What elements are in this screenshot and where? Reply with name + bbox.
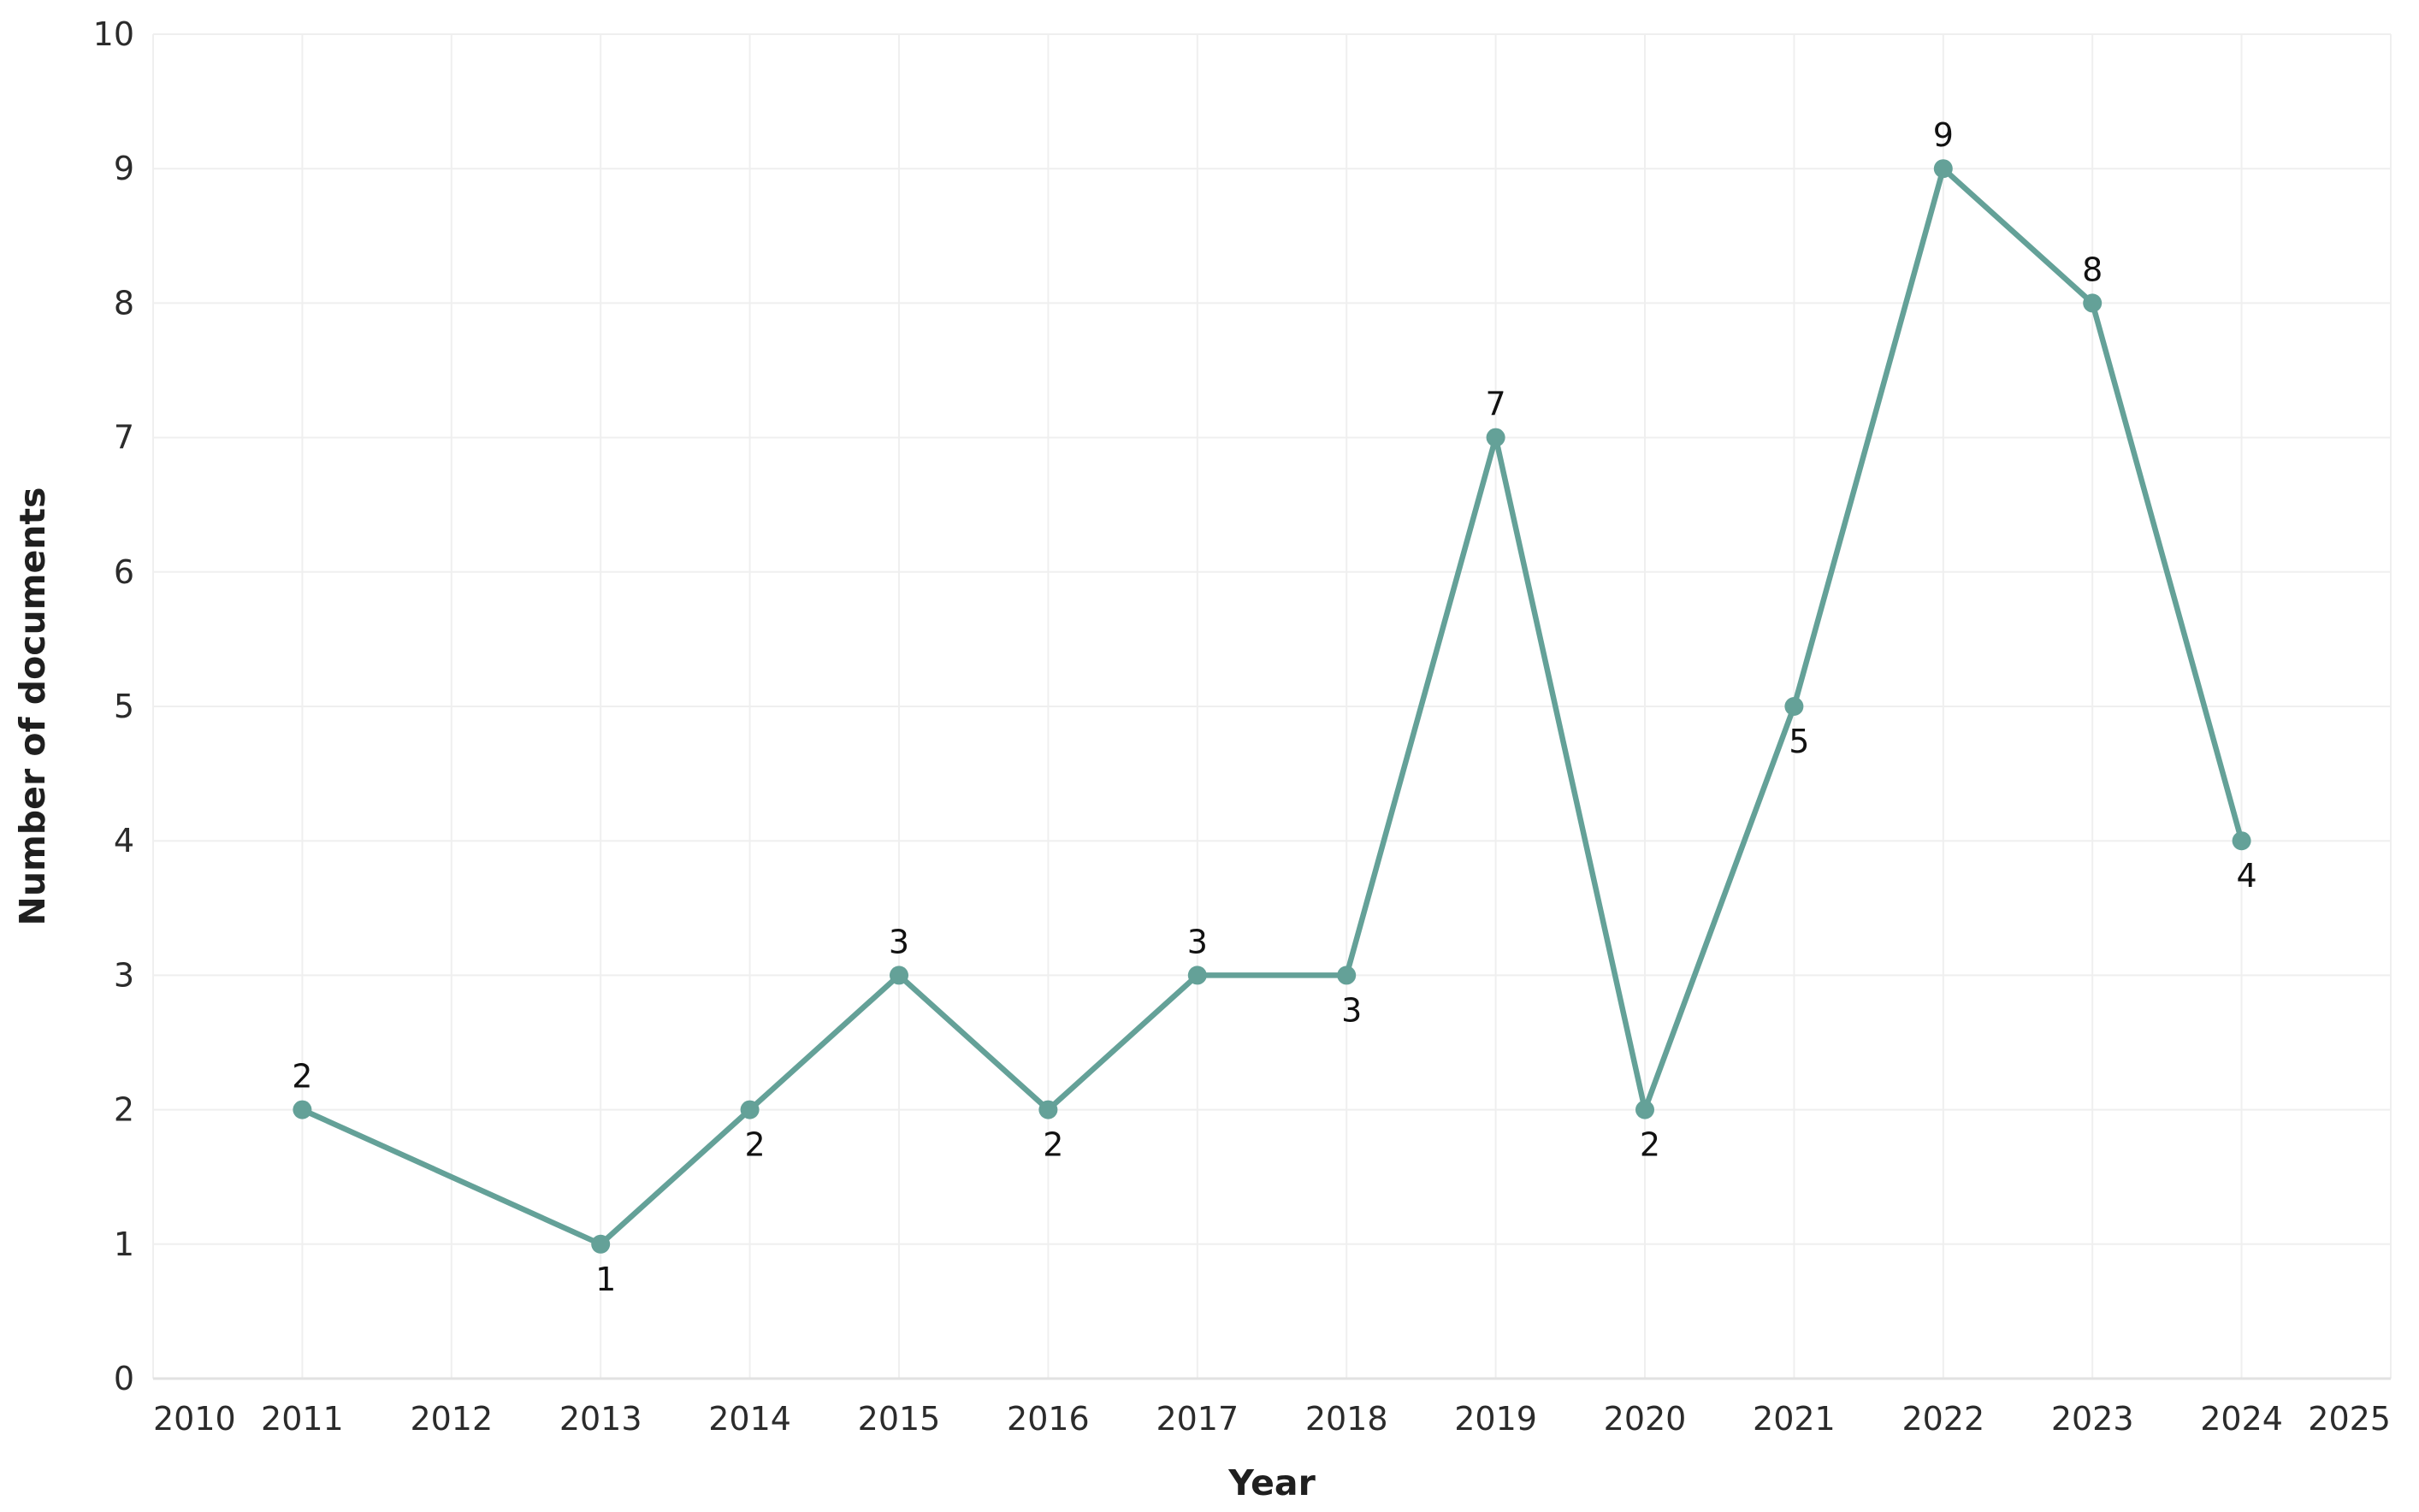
- y-axis-title: Number of documents: [12, 487, 53, 926]
- data-point-label-2019: 7: [1486, 386, 1506, 423]
- data-point-label-2023: 8: [2082, 251, 2103, 288]
- x-tick-label-2013: 2013: [559, 1400, 642, 1438]
- data-point-label-2017: 3: [1187, 923, 1208, 960]
- x-tick-label-2019: 2019: [1454, 1400, 1537, 1438]
- y-tick-label-0: 0: [114, 1360, 134, 1397]
- data-point-2011: [293, 1100, 312, 1119]
- data-series: [293, 159, 2251, 1254]
- data-point-2024: [2232, 831, 2251, 851]
- data-point-label-2011: 2: [292, 1058, 312, 1096]
- data-point-2023: [2083, 293, 2103, 313]
- y-tick-label-10: 10: [93, 15, 134, 53]
- data-point-2020: [1635, 1100, 1654, 1119]
- gridlines: [152, 33, 2392, 1380]
- x-tick-label-2021: 2021: [1753, 1400, 1836, 1438]
- y-tick-label-5: 5: [114, 688, 134, 725]
- x-tick-label-2023: 2023: [2051, 1400, 2134, 1438]
- data-point-2022: [1933, 159, 1953, 179]
- data-point-label-2016: 2: [1043, 1126, 1063, 1164]
- data-point-2013: [591, 1234, 611, 1254]
- data-point-label-2014: 2: [745, 1126, 766, 1164]
- x-tick-label-2025: 2025: [2308, 1400, 2391, 1438]
- data-point-2018: [1337, 966, 1357, 985]
- data-point-label-2018: 3: [1341, 991, 1362, 1029]
- x-tick-label-2020: 2020: [1604, 1400, 1687, 1438]
- data-point-2019: [1486, 428, 1505, 447]
- y-tick-label-1: 1: [114, 1226, 134, 1263]
- y-tick-label-3: 3: [114, 956, 134, 994]
- x-axis-title: Year: [1227, 1462, 1316, 1503]
- data-point-2017: [1187, 966, 1207, 985]
- data-point-2016: [1038, 1100, 1058, 1119]
- y-tick-label-4: 4: [114, 822, 134, 859]
- x-tick-label-2014: 2014: [708, 1400, 791, 1438]
- x-tick-label-2017: 2017: [1156, 1400, 1239, 1438]
- y-tick-label-7: 7: [114, 419, 134, 457]
- x-tick-label-2011: 2011: [261, 1400, 344, 1438]
- data-point-label-2022: 9: [1933, 116, 1954, 154]
- y-tick-label-9: 9: [114, 150, 134, 187]
- y-tick-label-6: 6: [114, 553, 134, 591]
- x-tick-label-2012: 2012: [410, 1400, 493, 1438]
- x-tick-label-2016: 2016: [1007, 1400, 1090, 1438]
- x-tick-label-2022: 2022: [1901, 1400, 1984, 1438]
- data-point-label-2021: 5: [1789, 723, 1809, 760]
- data-point-2021: [1784, 697, 1804, 716]
- data-point-label-2020: 2: [1640, 1126, 1660, 1164]
- y-tick-label-2: 2: [114, 1091, 134, 1129]
- data-point-2014: [740, 1100, 760, 1119]
- x-axis-tick-labels: 2010 2011 2012 2013 2014 2015 2016 2017 2018 2019…: [153, 1400, 2391, 1438]
- data-point-label-2015: 3: [889, 923, 909, 960]
- data-point-labels: 2 1 2 3 2 3 3 7 2 5 9 8 4: [292, 116, 2256, 1298]
- data-point-label-2024: 4: [2237, 857, 2257, 895]
- x-tick-label-2015: 2015: [858, 1400, 941, 1438]
- y-axis-tick-labels: 0 1 2 3 4 5 6 7 8 9 10: [93, 15, 134, 1397]
- x-tick-label-2024: 2024: [2200, 1400, 2283, 1438]
- data-point-label-2013: 1: [595, 1261, 616, 1298]
- x-tick-label-2010: 2010: [153, 1400, 236, 1438]
- y-tick-label-8: 8: [114, 284, 134, 322]
- data-point-2015: [890, 966, 908, 985]
- x-tick-label-2018: 2018: [1305, 1400, 1388, 1438]
